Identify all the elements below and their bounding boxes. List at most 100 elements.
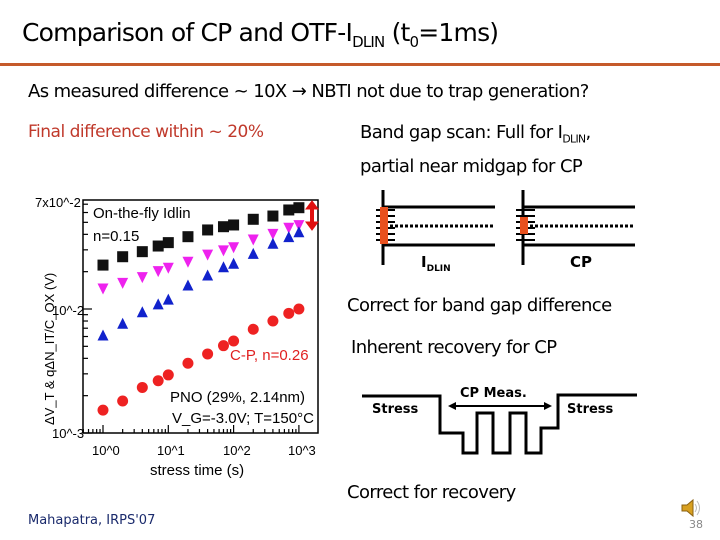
final-difference-text: Final difference within ~ 20% bbox=[28, 122, 264, 142]
difference-double-arrow bbox=[305, 200, 319, 231]
title-paren: (t bbox=[384, 18, 411, 47]
citation: Mahapatra, IRPS'07 bbox=[28, 513, 156, 528]
data-point-triangle-down bbox=[97, 283, 109, 295]
data-point-circle bbox=[283, 307, 295, 319]
xtick-2: 10^2 bbox=[223, 443, 251, 458]
cp-label: C-P, n=0.26 bbox=[230, 347, 309, 364]
ytick-mid: 10^-2 bbox=[52, 303, 84, 318]
title-paren-rest: =1ms) bbox=[418, 18, 499, 47]
data-point-square bbox=[97, 259, 109, 271]
inherent-recovery-text: Inherent recovery for CP bbox=[351, 337, 557, 358]
data-point-circle bbox=[247, 323, 259, 335]
speaker-icon[interactable] bbox=[680, 498, 702, 518]
nbti-chart: 7x10^-2 10^-2 10^-3 10^0 10^1 10^2 10^3 … bbox=[35, 195, 319, 479]
data-point-circle bbox=[117, 395, 129, 407]
bandgap-text-b: partial near midgap for CP bbox=[360, 155, 583, 177]
band-diagram-idlin bbox=[376, 190, 495, 265]
wave-cp-meas: CP Meas. bbox=[460, 386, 527, 401]
data-point-square bbox=[182, 231, 194, 243]
data-point-triangle-down bbox=[162, 262, 174, 274]
data-marks bbox=[97, 202, 305, 416]
data-point-triangle-up bbox=[247, 247, 259, 259]
xtick-1: 10^1 bbox=[157, 443, 185, 458]
data-point-square bbox=[293, 202, 305, 214]
data-point-triangle-up bbox=[202, 269, 214, 281]
data-point-circle bbox=[202, 348, 214, 360]
data-point-square bbox=[162, 237, 174, 249]
data-point-triangle-down bbox=[267, 228, 279, 240]
data-point-triangle-down bbox=[293, 220, 305, 232]
data-point-square bbox=[117, 251, 129, 263]
data-point-circle bbox=[267, 315, 279, 327]
data-point-triangle-up bbox=[136, 306, 148, 318]
bandgap-comma: , bbox=[585, 122, 592, 143]
bandgap-text-a: Band gap scan: Full for I bbox=[360, 122, 563, 143]
data-point-triangle-down bbox=[152, 266, 164, 278]
x-axis-label: stress time (s) bbox=[150, 462, 244, 479]
data-point-square bbox=[283, 204, 295, 216]
y-axis-label: ΔV_T & qΔN_IT/C_OX (V) bbox=[42, 273, 57, 425]
title-subscript: DLIN bbox=[352, 33, 385, 51]
data-point-triangle-down bbox=[247, 234, 259, 246]
correct-recovery-text: Correct for recovery bbox=[347, 482, 516, 503]
data-point-triangle-up bbox=[228, 257, 240, 269]
data-point-triangle-up bbox=[283, 231, 295, 243]
xtick-0: 10^0 bbox=[92, 443, 120, 458]
bandgap-scan-text: Band gap scan: Full for IDLIN, partial ne… bbox=[360, 119, 591, 180]
xtick-3: 10^3 bbox=[288, 443, 316, 458]
data-point-triangle-up bbox=[182, 279, 194, 291]
page-number: 38 bbox=[689, 518, 703, 531]
data-point-triangle-down bbox=[217, 245, 229, 257]
data-point-triangle-down bbox=[136, 272, 148, 284]
data-point-triangle-up bbox=[152, 298, 164, 310]
data-point-triangle-up bbox=[217, 261, 229, 273]
cp-diagram-label: CP bbox=[570, 253, 593, 271]
data-point-triangle-down bbox=[283, 222, 295, 234]
wave-stress-left: Stress bbox=[372, 402, 419, 417]
plot-frame bbox=[82, 199, 319, 434]
idlin-label-text: I bbox=[421, 253, 427, 271]
data-point-triangle-down bbox=[117, 277, 129, 289]
axis-ticks bbox=[82, 203, 300, 434]
slide-title: Comparison of CP and OTF-IDLIN (t0=1ms) bbox=[22, 18, 499, 51]
data-point-triangle-up bbox=[97, 329, 109, 341]
otf-n-label: n=0.15 bbox=[93, 228, 139, 245]
data-point-circle bbox=[152, 375, 164, 387]
data-point-square bbox=[217, 221, 229, 233]
idlin-diagram-label: IDLIN bbox=[421, 253, 451, 274]
data-point-square bbox=[202, 224, 214, 236]
data-point-triangle-up bbox=[117, 317, 129, 329]
data-point-triangle-up bbox=[293, 226, 305, 238]
title-divider bbox=[0, 63, 720, 66]
data-point-square bbox=[152, 240, 164, 252]
data-point-circle bbox=[228, 335, 240, 347]
data-point-triangle-down bbox=[228, 242, 240, 254]
data-point-circle bbox=[136, 381, 148, 393]
data-point-square bbox=[136, 246, 148, 258]
data-point-square bbox=[228, 219, 240, 231]
correct-bandgap-text: Correct for band gap difference bbox=[347, 295, 612, 316]
device-label: PNO (29%, 2.14nm) bbox=[170, 389, 305, 406]
data-point-triangle-down bbox=[202, 249, 214, 261]
wave-stress-right: Stress bbox=[567, 402, 614, 417]
idlin-label-sub: DLIN bbox=[426, 264, 451, 274]
title-text: Comparison of CP and OTF-I bbox=[22, 18, 353, 47]
ytick-top: 7x10^-2 bbox=[35, 195, 81, 210]
data-point-triangle-down bbox=[182, 256, 194, 268]
data-point-square bbox=[267, 210, 279, 222]
data-point-circle bbox=[217, 340, 229, 352]
data-point-triangle-up bbox=[267, 237, 279, 249]
measured-difference-text: As measured difference ~ 10X → NBTI not … bbox=[28, 81, 589, 102]
data-point-circle bbox=[97, 404, 109, 416]
band-diagram-cp bbox=[516, 190, 635, 265]
cp-waveform bbox=[362, 393, 637, 455]
otf-label: On-the-fly Idlin bbox=[93, 205, 191, 222]
data-point-triangle-up bbox=[162, 293, 174, 305]
data-point-circle bbox=[182, 357, 194, 369]
title-paren-subscript: 0 bbox=[409, 33, 420, 51]
bandgap-sub: DLIN bbox=[562, 132, 586, 146]
data-point-square bbox=[247, 213, 259, 225]
data-point-circle bbox=[162, 369, 174, 381]
ytick-bottom: 10^-3 bbox=[52, 426, 84, 441]
